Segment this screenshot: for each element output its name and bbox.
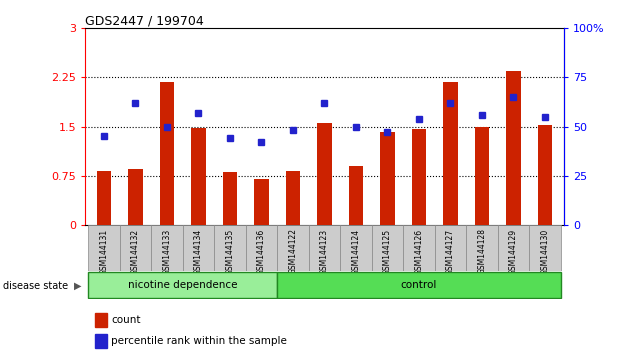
- Text: control: control: [401, 280, 437, 290]
- FancyBboxPatch shape: [277, 272, 561, 298]
- Text: GSM144125: GSM144125: [383, 228, 392, 275]
- Bar: [412, 129, 426, 225]
- Bar: [444, 82, 457, 225]
- Bar: [381, 132, 394, 225]
- FancyBboxPatch shape: [88, 225, 120, 271]
- Text: GSM144129: GSM144129: [509, 228, 518, 275]
- Text: GSM144128: GSM144128: [478, 228, 486, 274]
- Text: GSM144136: GSM144136: [257, 228, 266, 275]
- FancyBboxPatch shape: [151, 225, 183, 271]
- Bar: [507, 71, 520, 225]
- Bar: [192, 128, 205, 225]
- Bar: [129, 169, 142, 225]
- Text: nicotine dependence: nicotine dependence: [128, 280, 238, 290]
- Bar: [538, 125, 552, 225]
- FancyBboxPatch shape: [277, 225, 309, 271]
- Bar: [223, 172, 237, 225]
- FancyBboxPatch shape: [120, 225, 151, 271]
- FancyBboxPatch shape: [466, 225, 498, 271]
- Text: GSM144135: GSM144135: [226, 228, 234, 275]
- FancyBboxPatch shape: [88, 272, 277, 298]
- Bar: [94, 334, 106, 348]
- Text: GSM144127: GSM144127: [446, 228, 455, 275]
- FancyBboxPatch shape: [246, 225, 277, 271]
- Text: GSM144131: GSM144131: [100, 228, 108, 275]
- Bar: [318, 123, 331, 225]
- Text: GSM144123: GSM144123: [320, 228, 329, 275]
- Text: disease state: disease state: [3, 281, 68, 291]
- Bar: [475, 126, 489, 225]
- FancyBboxPatch shape: [183, 225, 214, 271]
- FancyBboxPatch shape: [529, 225, 561, 271]
- Text: GSM144134: GSM144134: [194, 228, 203, 275]
- Bar: [97, 171, 111, 225]
- Text: GSM144132: GSM144132: [131, 228, 140, 275]
- Text: GSM144126: GSM144126: [415, 228, 423, 275]
- Text: GSM144122: GSM144122: [289, 228, 297, 274]
- Text: percentile rank within the sample: percentile rank within the sample: [112, 336, 287, 346]
- Bar: [160, 82, 174, 225]
- Text: GSM144130: GSM144130: [541, 228, 549, 275]
- Text: GSM144124: GSM144124: [352, 228, 360, 275]
- FancyBboxPatch shape: [309, 225, 340, 271]
- Text: GSM144133: GSM144133: [163, 228, 171, 275]
- Bar: [255, 179, 268, 225]
- Text: count: count: [112, 315, 141, 325]
- FancyBboxPatch shape: [435, 225, 466, 271]
- FancyBboxPatch shape: [498, 225, 529, 271]
- Bar: [286, 171, 300, 225]
- FancyBboxPatch shape: [403, 225, 435, 271]
- FancyBboxPatch shape: [340, 225, 372, 271]
- FancyBboxPatch shape: [214, 225, 246, 271]
- FancyBboxPatch shape: [372, 225, 403, 271]
- Bar: [94, 313, 106, 327]
- Text: GDS2447 / 199704: GDS2447 / 199704: [85, 14, 203, 27]
- Text: ▶: ▶: [74, 281, 82, 291]
- Bar: [349, 166, 363, 225]
